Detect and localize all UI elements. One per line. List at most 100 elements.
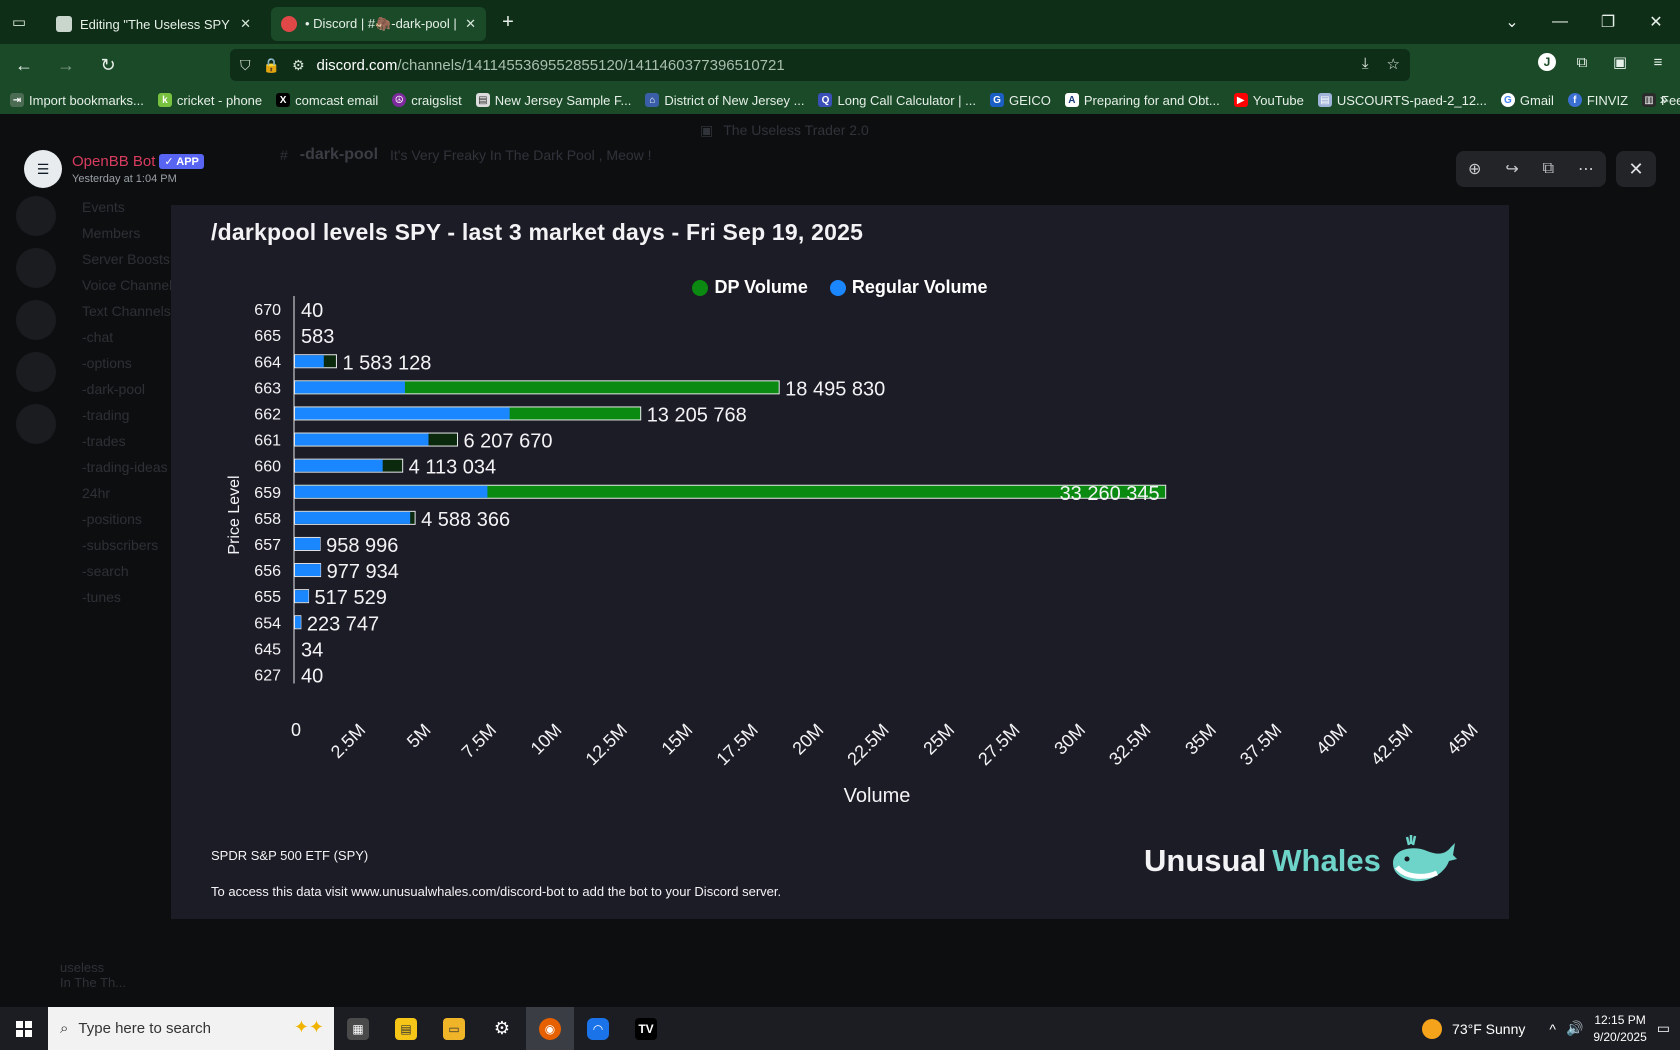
regular-volume-bar <box>295 407 510 420</box>
bookmark-item[interactable]: ⌂ District of New Jersey ... <box>645 93 804 108</box>
close-tab-icon[interactable]: ✕ <box>465 16 476 31</box>
minimize-icon[interactable]: — <box>1552 13 1568 30</box>
reload-icon[interactable]: ↻ <box>100 54 116 75</box>
channel-item[interactable]: 24hr <box>82 485 111 501</box>
legend-item-dp: DP Volume <box>692 277 808 298</box>
y-tick-label: 655 <box>254 589 281 606</box>
tab-editing-report[interactable]: Editing "The Useless SPY Report" ✕ <box>46 7 261 41</box>
bookmark-item[interactable]: ⇥ Import bookmarks... <box>10 93 144 108</box>
geico-icon: G <box>989 93 1004 107</box>
channel-item[interactable]: -trades <box>82 433 126 449</box>
menu-icon[interactable]: ≡ <box>1653 53 1663 71</box>
sidebar-item[interactable]: Members <box>82 225 141 241</box>
bookmark-item[interactable]: ▥Feed | Utradea <box>1642 93 1680 108</box>
bookmark-item[interactable]: ▤ USCOURTS-paed-2_12... <box>1317 93 1487 108</box>
channel-item[interactable]: -subscribers <box>82 537 159 553</box>
forward-icon[interactable]: → <box>57 54 75 75</box>
server-icon[interactable] <box>16 196 56 236</box>
channel-item[interactable]: -chat <box>82 329 114 345</box>
close-window-icon[interactable]: ✕ <box>1649 14 1663 31</box>
bookmark-item[interactable]: f FINVIZ <box>1567 93 1628 108</box>
x-tick-label: 2.5M <box>327 720 369 762</box>
tray-overflow-icon[interactable]: ^ <box>1549 1020 1556 1037</box>
x-icon: X <box>276 93 291 107</box>
legend-label-regular: Regular Volume <box>851 277 988 297</box>
windows-taskbar: ⌕ Type here to search ✦✦ ▦ ▤ ▭ ⚙ ◉ ◠ TV … <box>0 1007 1680 1050</box>
zoom-icon[interactable]: ⊕ <box>1467 161 1482 178</box>
shield-icon[interactable]: ⛉ <box>240 56 251 73</box>
tab-list-icon[interactable]: ▭ <box>11 14 27 31</box>
weather-text[interactable]: 73°F Sunny <box>1452 1020 1526 1037</box>
permissions-icon[interactable]: ⚙ <box>291 56 305 73</box>
forward-share-icon[interactable]: ↪ <box>1505 161 1519 178</box>
extensions-icon[interactable]: ⧉ <box>1576 53 1588 71</box>
channel-item[interactable]: -trading <box>82 407 130 423</box>
tab-discord[interactable]: • Discord | #🦣-dark-pool | The ✕ <box>271 7 486 41</box>
settings-app-icon[interactable]: ⚙ <box>493 1018 511 1038</box>
sun-icon <box>1422 1018 1443 1039</box>
dp-value-label: 1 583 128 <box>342 352 431 374</box>
more-icon[interactable]: ⋯ <box>1578 161 1595 178</box>
channel-item[interactable]: -trading-ideas <box>82 459 168 475</box>
legend-label-dp: DP Volume <box>714 277 808 297</box>
y-tick-label: 660 <box>254 459 281 476</box>
dp-value-label: 33 260 345 <box>1060 483 1160 505</box>
x-tick-label: 7.5M <box>458 720 500 762</box>
bookmark-item[interactable]: k cricket - phone <box>157 93 262 108</box>
bookmark-item[interactable]: ▤ New Jersey Sample F... <box>475 93 631 108</box>
channel-item[interactable]: -dark-pool <box>82 381 146 397</box>
taskbar-search[interactable]: ⌕ Type here to search ✦✦ <box>48 1007 334 1050</box>
firefox-app-icon[interactable]: ◉ <box>526 1007 574 1050</box>
add-server-icon[interactable] <box>16 352 56 392</box>
sidebar-item[interactable]: Events <box>82 199 125 215</box>
channel-item[interactable]: -positions <box>82 511 142 527</box>
channel-item[interactable]: -options <box>82 355 132 371</box>
bot-avatar[interactable]: ☰ <box>24 150 62 188</box>
lock-icon[interactable]: 🔒 <box>262 56 280 73</box>
channel-item[interactable]: -search <box>82 563 129 579</box>
discover-icon[interactable] <box>16 404 56 444</box>
close-tab-icon[interactable]: ✕ <box>240 16 251 31</box>
messenger-app-icon[interactable]: ◠ <box>574 1007 622 1050</box>
server-icon[interactable] <box>16 300 56 340</box>
start-button[interactable] <box>0 1007 48 1050</box>
new-tab-button[interactable]: + <box>502 10 514 33</box>
extension-badge-icon[interactable]: ▣ <box>1612 54 1628 71</box>
clock[interactable]: 12:15 PM 9/20/2025 <box>1593 1012 1646 1046</box>
sticky-notes-app-icon[interactable]: ▤ <box>382 1007 430 1050</box>
bookmark-item[interactable]: ☮ craigslist <box>392 93 462 108</box>
bookmark-item[interactable]: A Preparing for and Obt... <box>1064 93 1220 108</box>
system-tray: 73°F Sunny ^ 🔊 12:15 PM 9/20/2025 ▭ <box>1422 1007 1680 1050</box>
x-tick-label: 45M <box>1443 720 1482 759</box>
bookmark-item[interactable]: G GEICO <box>989 93 1051 108</box>
close-lightbox-button[interactable]: ✕ <box>1616 151 1656 187</box>
install-app-icon[interactable]: ⤓ <box>1361 55 1369 72</box>
uscourts-icon: ▤ <box>1317 93 1332 107</box>
category-label[interactable]: Voice Channels <box>82 277 180 293</box>
volume-icon[interactable]: 🔊 <box>1565 1020 1584 1036</box>
open-external-icon[interactable]: ⧉ <box>1542 160 1555 177</box>
tab-overflow-icon[interactable]: ⌄ <box>1505 14 1519 31</box>
tab-label: • Discord | #🦣-dark-pool | The <box>305 16 457 31</box>
notifications-icon[interactable]: ▭ <box>1656 1020 1670 1036</box>
account-icon[interactable]: J <box>1538 53 1556 71</box>
calculator-app-icon[interactable]: ▦ <box>334 1007 382 1050</box>
y-tick-label: 662 <box>254 406 281 423</box>
tradingview-app-icon[interactable]: TV <box>622 1007 670 1050</box>
category-label[interactable]: Text Channels <box>82 303 171 319</box>
server-icon[interactable] <box>16 248 56 288</box>
author-name[interactable]: OpenBB Bot <box>72 153 156 170</box>
bookmark-item[interactable]: G Gmail <box>1500 93 1554 108</box>
bookmarks-overflow-icon[interactable]: » <box>1659 91 1668 108</box>
channel-item[interactable]: -tunes <box>82 589 121 605</box>
bookmark-item[interactable]: ▶ YouTube <box>1233 93 1304 108</box>
back-icon[interactable]: ← <box>15 54 33 75</box>
bookmark-item[interactable]: Q Long Call Calculator | ... <box>818 93 976 108</box>
address-bar[interactable]: ⛉ 🔒 ⚙ discord.com/channels/1411455369552… <box>230 49 1410 81</box>
restore-icon[interactable]: ❐ <box>1600 14 1616 31</box>
document-icon: ▤ <box>475 93 490 107</box>
file-explorer-app-icon[interactable]: ▭ <box>430 1007 478 1050</box>
sidebar-item[interactable]: Server Boosts <box>82 251 170 267</box>
bookmark-star-icon[interactable]: ☆ <box>1386 56 1400 73</box>
